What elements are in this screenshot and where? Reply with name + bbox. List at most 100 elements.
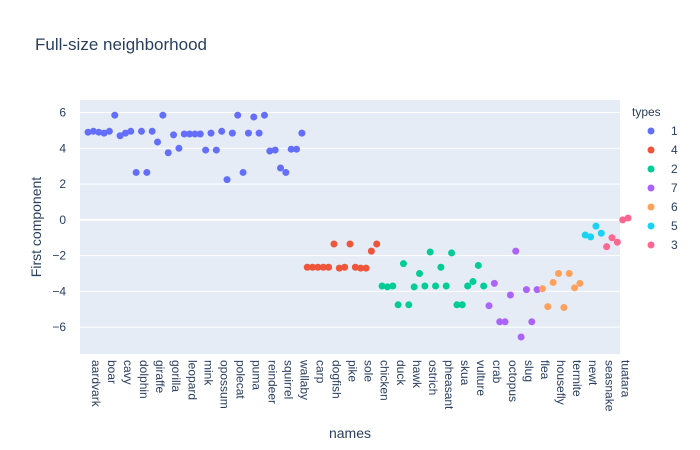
x-tick-label: wallaby xyxy=(298,359,312,400)
data-point-type-4 xyxy=(341,263,349,271)
x-tick-label: cavy xyxy=(121,360,135,385)
data-point-type-4 xyxy=(319,263,327,271)
x-tick-label: chicken xyxy=(378,360,392,401)
legend-label: 6 xyxy=(671,200,678,214)
data-point-type-2 xyxy=(448,249,456,257)
x-tick-label: dolphin xyxy=(137,360,151,399)
y-axis-title: First component xyxy=(28,177,44,277)
data-point-type-1 xyxy=(164,149,172,157)
data-point-type-1 xyxy=(244,129,252,137)
data-point-type-1 xyxy=(148,127,156,135)
data-point-type-5 xyxy=(581,231,589,239)
data-point-type-4 xyxy=(325,263,333,271)
data-point-type-1 xyxy=(196,130,204,138)
data-point-type-1 xyxy=(175,144,183,152)
data-point-type-1 xyxy=(105,127,113,135)
data-point-type-2 xyxy=(453,301,461,309)
data-point-type-7 xyxy=(490,279,498,287)
data-point-type-1 xyxy=(202,146,210,154)
data-point-type-7 xyxy=(528,318,536,326)
data-point-type-4 xyxy=(309,263,317,271)
legend-label: 3 xyxy=(671,238,678,252)
data-point-type-6 xyxy=(560,303,568,311)
data-point-type-6 xyxy=(549,278,557,286)
y-tick-label: 6 xyxy=(59,106,66,120)
x-tick-label: ostrich xyxy=(426,360,440,395)
y-tick-labels: −6 −4 −2 0 2 4 6 xyxy=(52,106,66,335)
data-point-type-1 xyxy=(89,127,97,135)
data-point-type-1 xyxy=(143,168,151,176)
data-point-type-1 xyxy=(137,127,145,135)
data-point-type-4 xyxy=(303,263,311,271)
data-point-type-2 xyxy=(383,283,391,291)
x-tick-label: hawk xyxy=(410,360,424,389)
x-tick-label: seasnake xyxy=(602,360,616,412)
data-point-type-3 xyxy=(619,216,627,224)
data-point-type-1 xyxy=(116,132,124,140)
data-point-type-1 xyxy=(111,111,119,119)
x-tick-label: crab xyxy=(490,360,504,384)
data-point-type-3 xyxy=(603,243,611,251)
data-point-type-5 xyxy=(597,229,605,237)
y-gridlines xyxy=(80,112,620,328)
data-point-type-2 xyxy=(394,301,402,309)
data-point-type-1 xyxy=(260,111,268,119)
x-tick-label: termite xyxy=(570,360,584,397)
data-point-type-2 xyxy=(426,248,434,256)
data-point-type-4 xyxy=(335,264,343,272)
data-point-type-2 xyxy=(469,278,477,286)
y-tick-label: 4 xyxy=(59,141,66,155)
data-point-type-7 xyxy=(501,318,509,326)
data-point-type-2 xyxy=(416,270,424,278)
x-tick-label: reindeer xyxy=(265,360,279,404)
x-tick-label: flea xyxy=(538,360,552,380)
legend-label: 4 xyxy=(671,143,678,157)
data-point-type-1 xyxy=(266,147,274,155)
data-point-type-1 xyxy=(239,168,247,176)
data-point-type-2 xyxy=(405,301,413,309)
x-tick-label: slug xyxy=(522,360,536,382)
data-point-type-2 xyxy=(464,282,472,290)
data-points xyxy=(84,111,632,341)
data-point-type-3 xyxy=(608,234,616,242)
data-point-type-1 xyxy=(159,111,167,119)
data-point-type-1 xyxy=(154,138,162,146)
legend-title: types xyxy=(632,105,661,119)
data-point-type-1 xyxy=(223,176,231,184)
data-point-type-7 xyxy=(512,247,520,255)
data-point-type-1 xyxy=(255,129,263,137)
data-point-type-1 xyxy=(271,146,279,154)
x-tick-label: pheasant xyxy=(442,360,456,410)
data-point-type-6 xyxy=(555,270,563,278)
data-point-type-3 xyxy=(613,238,621,246)
data-point-type-1 xyxy=(95,128,103,136)
data-point-type-1 xyxy=(218,127,226,135)
y-tick-label: 0 xyxy=(59,213,66,227)
data-point-type-4 xyxy=(362,264,370,272)
data-point-type-3 xyxy=(624,214,632,222)
x-tick-labels: aardvark boar cavy dolphin giraffe gorilla leo… xyxy=(89,359,632,412)
legend: 1 4 2 7 6 5 3 xyxy=(647,124,678,252)
data-point-type-1 xyxy=(180,130,188,138)
data-point-type-4 xyxy=(330,240,338,248)
plot-background xyxy=(80,100,620,354)
x-tick-label: newt xyxy=(586,360,600,386)
x-tick-label: sole xyxy=(362,360,376,382)
x-tick-label: octopus xyxy=(506,360,520,402)
data-point-type-6 xyxy=(538,285,546,293)
x-tick-label: housefly xyxy=(554,360,568,405)
data-point-type-4 xyxy=(351,263,359,271)
data-point-type-6 xyxy=(544,303,552,311)
data-point-type-4 xyxy=(367,247,375,255)
data-point-type-1 xyxy=(186,130,194,138)
x-tick-label: boar xyxy=(105,360,119,384)
data-point-type-1 xyxy=(84,128,92,136)
data-point-type-1 xyxy=(100,129,108,137)
data-point-type-7 xyxy=(517,333,525,341)
data-point-type-6 xyxy=(576,279,584,287)
data-point-type-4 xyxy=(314,263,322,271)
x-tick-label: dogfish xyxy=(330,360,344,399)
data-point-type-1 xyxy=(212,146,220,154)
data-point-type-4 xyxy=(346,240,354,248)
x-tick-label: skua xyxy=(458,360,472,386)
